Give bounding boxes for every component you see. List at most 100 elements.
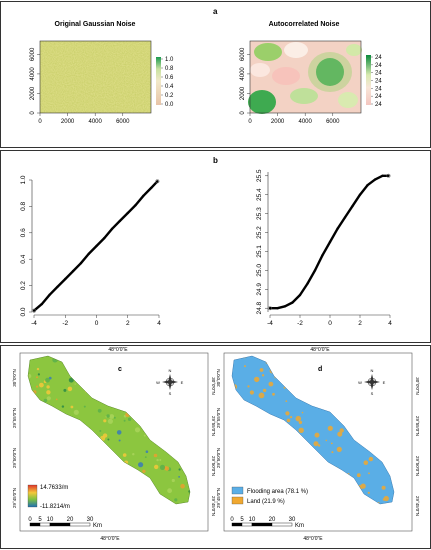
panel-d-scale-tick: 10 <box>249 517 256 523</box>
autocorr-x-tick-label: 0 <box>248 119 252 125</box>
qq-gaussian-y-tick-label: 0.4 <box>20 254 27 263</box>
qq-gaussian-qq-point <box>103 236 106 240</box>
qq-plot-gaussian: -4 -2 0 2 4 0.0 0.2 0.4 0.6 0.8 1.0 <box>20 175 161 327</box>
lat-label: 29°45'0"N <box>415 496 420 516</box>
compass-s: S <box>169 391 172 396</box>
qq-autocorr-qq-point <box>283 305 287 308</box>
autocorr-legend-tick-label: 24 <box>375 86 382 92</box>
compass-w: W <box>156 380 160 385</box>
lat-label: 30°0'0"N <box>211 377 216 395</box>
compass-w: W <box>358 380 362 385</box>
autocorr-legend-tick-label: 24 <box>375 79 382 85</box>
gaussian-y-tick-label: 6000 <box>30 47 36 61</box>
qq-autocorr-x-tick-label: 2 <box>358 320 362 327</box>
qq-autocorr-y-tick-label: 25.3 <box>256 207 263 220</box>
lat-label: 29°55'0"N <box>12 408 17 428</box>
panel-c-scale-tick: 30 <box>87 517 94 523</box>
lat-label: 29°55'0"N <box>211 416 216 436</box>
panel-d-scale-tick: 0 <box>230 517 234 523</box>
lat-label: 29°50'0"N <box>216 448 221 468</box>
panel-c-legend-high: 14.7633/m <box>40 485 68 491</box>
panel-c-lon-top: 48°0'0"E <box>108 347 128 353</box>
qq-autocorr-qq-point <box>298 293 302 297</box>
gaussian-legend-tick-label: 0.2 <box>165 93 174 99</box>
qq-autocorr-x-tick-label: -4 <box>267 320 273 327</box>
qq-autocorr-y-tick-label: 25.4 <box>256 188 263 201</box>
autocorr-legend-tick-label: 24 <box>375 55 382 61</box>
map-panel-d: d 48°0'0"E 48°0'0"E 30°0'0"N 29°55'0"N 2… <box>216 347 420 542</box>
lat-label: 29°55'0"N <box>415 416 420 436</box>
autocorr-x-tick-label: 4000 <box>299 119 313 125</box>
compass-e: E <box>181 380 184 385</box>
panel-d-scale-tick: 5 <box>240 517 244 523</box>
lat-label: 29°45'0"N <box>216 488 221 508</box>
qq-autocorr-qq-point <box>366 184 369 187</box>
autocorr-legend-tick-label: 24 <box>375 102 382 108</box>
qq-autocorr-qq-point <box>351 204 354 208</box>
qq-autocorr-qq-point <box>328 240 332 244</box>
qq-gaussian-qq-point <box>56 285 59 289</box>
qq-autocorr-y-tick-label: 25.1 <box>256 245 263 258</box>
lat-label: 29°50'0"N <box>415 456 420 476</box>
qq-autocorr-qq-point <box>358 193 362 196</box>
qq-autocorr-qq-point <box>276 307 279 310</box>
qq-gaussian-x-tick-label: 4 <box>157 320 161 327</box>
qq-autocorr-qq-point <box>268 307 272 310</box>
panel-c-compass: N S W E <box>156 368 184 396</box>
qq-autocorr-x-tick-label: 4 <box>388 320 392 327</box>
autocorr-legend-tick-label: 24 <box>375 71 382 77</box>
gaussian-noise-texture <box>40 41 151 113</box>
lat-label: 29°50'0"N <box>211 456 216 476</box>
gaussian-noise-plot: Original Gaussian Noise 0 2000 4000 6000 0 20… <box>30 21 174 125</box>
panel-c-lon-bottom: 48°0'0"E <box>100 536 120 542</box>
autocorr-y-tick-label: 0 <box>240 111 246 115</box>
qq-autocorr-x-tick-label: -2 <box>297 320 303 327</box>
autocorr-x-tick-label: 6000 <box>326 119 340 125</box>
qq-gaussian-qq-point <box>142 194 145 197</box>
qq-gaussian-qq-point <box>118 219 122 223</box>
gaussian-legend-tick-label: 0.4 <box>165 84 174 90</box>
qq-autocorr-qq-point <box>343 216 347 219</box>
panel-d-lat-labels-right: 30°0'0"N 29°55'0"N 29°50'0"N 29°45'0"N <box>415 377 420 516</box>
qq-gaussian-x-tick-label: 0 <box>95 320 99 327</box>
gaussian-y-tick-label: 0 <box>30 111 36 115</box>
legend-label-land: Land (21.9 %) <box>247 499 285 505</box>
qq-gaussian-x-tick-label: 2 <box>126 320 130 327</box>
qq-autocorr-qq-point <box>291 301 294 304</box>
map-panel-c: c 48°0'0"E 48°0'0"E 30°0'0"N 29°55'0"N 2… <box>12 347 216 542</box>
panel-c-scale-tick: 0 <box>28 517 32 523</box>
panel-c-label: c <box>118 366 122 373</box>
qq-gaussian-qq-point <box>150 186 153 190</box>
qq-autocorr-y-tick-label: 25.0 <box>256 264 263 277</box>
qq-gaussian-y-tick-label: 0.6 <box>20 228 27 237</box>
panel-c-scale-unit: Km <box>93 523 102 529</box>
panel-c-legend-bar <box>27 484 38 508</box>
qq-autocorr-qq-point <box>336 227 339 230</box>
autocorr-legend-tick-label: 24 <box>375 94 382 100</box>
autocorrelated-noise-title: Autocorrelated Noise <box>269 21 340 28</box>
lat-label: 29°55'0"N <box>216 408 221 428</box>
qq-gaussian-qq-point <box>95 244 98 248</box>
gaussian-x-tick-label: 4000 <box>89 119 103 125</box>
qq-autocorr-y-tick-label: 25.2 <box>256 226 263 239</box>
panel-b-frame <box>0 150 431 343</box>
lat-label: 30°0'0"N <box>216 369 221 387</box>
qq-autocorr-y-tick-label: 24.9 <box>256 283 263 296</box>
compass-n: N <box>371 368 374 373</box>
panel-d-scale-unit: Km <box>295 523 304 529</box>
compass-s: S <box>371 391 374 396</box>
lat-label: 29°45'0"N <box>211 496 216 516</box>
gaussian-legend-tick-label: 1.0 <box>165 57 174 63</box>
qq-gaussian-qq-point <box>126 211 129 215</box>
panel-b-label: b <box>213 156 218 165</box>
panel-d-scale-tick: 20 <box>269 517 276 523</box>
panel-c-scale-tick: 20 <box>67 517 74 523</box>
qq-autocorr-qq-point <box>387 174 390 177</box>
qq-plot-autocorrelated: -4 -2 0 2 4 24.8 24.9 25.0 25.1 25.2 25.3 25.4 25.5 <box>256 169 392 327</box>
qq-autocorr-x-tick-label: 0 <box>328 320 332 327</box>
legend-swatch-flooding <box>231 486 244 495</box>
panel-d-lon-bottom: 48°0'0"E <box>303 536 323 542</box>
panel-d-scale-tick: 30 <box>289 517 296 523</box>
